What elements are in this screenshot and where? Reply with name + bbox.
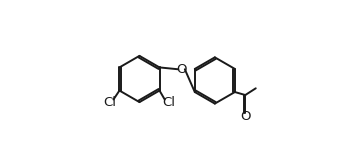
Text: Cl: Cl <box>103 96 116 109</box>
Text: O: O <box>240 110 250 123</box>
Text: O: O <box>176 63 187 76</box>
Text: Cl: Cl <box>162 96 175 109</box>
